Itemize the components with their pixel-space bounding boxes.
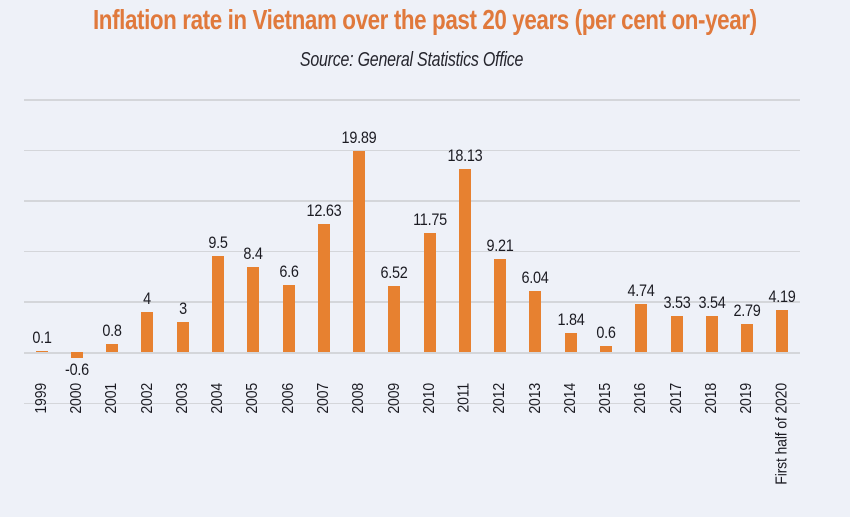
gridline <box>24 402 800 405</box>
bar-value-label: 6.04 <box>521 267 550 287</box>
bar-value-label: 19.89 <box>341 127 377 147</box>
bar <box>494 258 507 352</box>
x-axis-label: 2008 <box>350 383 368 414</box>
bar <box>600 345 612 352</box>
bar-value-label: 4 <box>143 288 152 308</box>
gridline <box>24 250 800 253</box>
x-axis-label: 2018 <box>702 383 720 414</box>
bar <box>388 286 401 352</box>
bar <box>564 333 577 352</box>
bar-value-label: -0.6 <box>64 360 89 380</box>
bar <box>529 290 542 352</box>
x-axis-label: 2001 <box>103 383 121 414</box>
bar-value-label: 1.84 <box>557 310 585 330</box>
bar-value-label: 3 <box>178 298 187 318</box>
x-axis-label: 2007 <box>314 383 332 414</box>
bar <box>635 304 648 352</box>
x-axis-label: 2000 <box>67 383 85 414</box>
bar-value-label: 3.54 <box>698 293 726 313</box>
bar <box>282 285 295 352</box>
bar <box>35 350 48 352</box>
bar-value-label: 2.79 <box>733 300 761 320</box>
x-axis-label: 2010 <box>420 383 438 414</box>
bar-value-label: 8.4 <box>243 243 264 263</box>
bar <box>776 309 789 352</box>
chart-subtitle: Source: General Statistics Office <box>24 49 800 72</box>
chart-title-text: Inflation rate in Vietnam over the past … <box>93 4 757 35</box>
x-axis-label: 2011 <box>455 383 473 413</box>
bar <box>106 343 119 352</box>
x-axis-label: 1999 <box>32 383 50 414</box>
bar <box>705 316 718 352</box>
bar-value-label: 9.5 <box>208 232 228 252</box>
bar <box>741 323 754 352</box>
bar <box>247 266 260 352</box>
x-axis-label: 2015 <box>597 383 614 414</box>
bar-value-label: 4.74 <box>627 281 655 301</box>
bar <box>317 224 330 352</box>
bar <box>423 233 436 352</box>
gridline <box>24 149 800 152</box>
chart-title: Inflation rate in Vietnam over the past … <box>0 4 850 36</box>
x-axis-label: First half of 2020 <box>773 383 791 485</box>
bar-value-label: 9.21 <box>486 235 514 255</box>
x-axis-label: 2009 <box>385 383 403 414</box>
bar-value-label: 18.13 <box>447 145 483 165</box>
bar <box>176 321 189 352</box>
gridline <box>24 301 800 303</box>
bar-value-label: 3.53 <box>662 293 691 313</box>
bar-value-label: 11.75 <box>412 210 447 230</box>
x-axis-label: 2004 <box>209 383 226 414</box>
x-axis-label: 2002 <box>138 383 156 414</box>
bar-value-label: 4.19 <box>768 286 796 306</box>
bar <box>212 255 224 352</box>
x-axis-label: 2012 <box>491 383 509 414</box>
x-axis-label: 2017 <box>667 383 685 414</box>
x-axis-label: 2014 <box>561 383 579 414</box>
gridline <box>24 352 800 354</box>
gridline <box>24 200 800 202</box>
gridline <box>24 99 800 101</box>
x-axis-label: 2019 <box>738 383 756 414</box>
chart-subtitle-text: Source: General Statistics Office <box>300 49 524 71</box>
bar-value-label: 0.8 <box>102 320 123 340</box>
x-axis-label: 2013 <box>526 383 544 414</box>
bar-value-label: 0.1 <box>31 327 52 347</box>
bar-value-label: 6.6 <box>278 262 299 282</box>
x-axis-label: 2016 <box>632 383 650 414</box>
x-axis-label: 2003 <box>173 383 191 414</box>
bar-value-label: 6.52 <box>380 263 408 283</box>
bar <box>670 316 683 352</box>
bar-value-label: 12.63 <box>306 201 342 221</box>
bar <box>70 352 83 359</box>
bar <box>353 150 366 352</box>
bar <box>141 311 154 352</box>
bar-value-label: 0.6 <box>596 322 616 342</box>
bar <box>458 168 471 352</box>
x-axis-label: 2006 <box>279 383 297 414</box>
x-axis-label: 2005 <box>244 383 262 414</box>
